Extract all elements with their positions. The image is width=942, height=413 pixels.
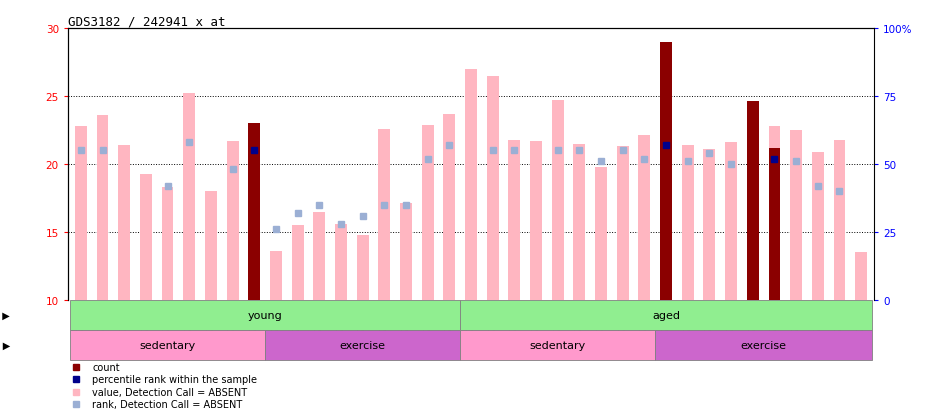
Bar (747, 102, 758, 300)
Bar (487, 76, 498, 300)
Text: GDS3182 / 242941_x_at: GDS3182 / 242941_x_at (68, 15, 225, 28)
Text: sedentary: sedentary (529, 340, 586, 350)
Bar (249, 124, 260, 300)
Bar (400, 204, 412, 300)
Bar (422, 125, 433, 300)
Bar (595, 167, 607, 300)
Bar (747, 102, 758, 300)
Text: exercise: exercise (740, 340, 787, 350)
Bar (725, 143, 737, 300)
Bar (270, 252, 282, 300)
Bar (314, 212, 325, 300)
Bar (660, 43, 672, 300)
Bar (704, 150, 715, 300)
Bar (184, 94, 195, 300)
Bar (812, 152, 823, 300)
Bar (682, 146, 693, 300)
Bar (834, 140, 846, 300)
Bar (205, 192, 217, 300)
Text: age ▶: age ▶ (0, 310, 9, 320)
Bar (96, 116, 108, 300)
Bar (855, 253, 868, 300)
Bar (162, 188, 173, 300)
Bar (119, 146, 130, 300)
Bar (660, 43, 672, 300)
Text: count: count (92, 362, 120, 373)
Text: percentile rank within the sample: percentile rank within the sample (92, 375, 257, 385)
Bar (444, 114, 455, 300)
Bar (227, 142, 238, 300)
Bar (656, 330, 872, 360)
Bar (357, 235, 368, 300)
Bar (335, 224, 347, 300)
Bar (140, 174, 152, 300)
Bar (460, 330, 656, 360)
Text: value, Detection Call = ABSENT: value, Detection Call = ABSENT (92, 387, 247, 397)
Bar (249, 124, 260, 300)
Bar (769, 127, 780, 300)
Bar (460, 300, 872, 330)
Bar (465, 70, 477, 300)
Bar (292, 225, 303, 300)
Text: rank, Detection Call = ABSENT: rank, Detection Call = ABSENT (92, 399, 242, 409)
Bar (530, 142, 542, 300)
Bar (769, 148, 780, 300)
Bar (70, 330, 265, 360)
Bar (74, 127, 87, 300)
Text: exercise: exercise (340, 340, 385, 350)
Bar (617, 147, 628, 300)
Bar (574, 144, 585, 300)
Bar (639, 136, 650, 300)
Bar (790, 131, 802, 300)
Text: sedentary: sedentary (139, 340, 196, 350)
Bar (379, 129, 390, 300)
Bar (552, 101, 563, 300)
Text: young: young (248, 310, 283, 320)
Bar (509, 140, 520, 300)
Bar (265, 330, 460, 360)
Bar (70, 300, 460, 330)
Text: aged: aged (652, 310, 680, 320)
Text: protocol ▶: protocol ▶ (0, 340, 9, 350)
